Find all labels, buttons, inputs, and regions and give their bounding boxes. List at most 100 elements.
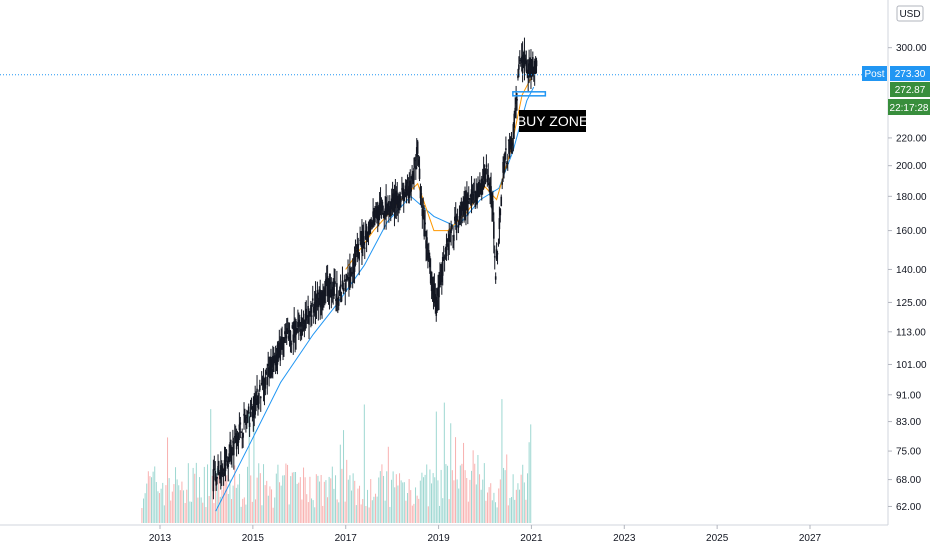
candle-body [339, 284, 342, 289]
candle-body [449, 240, 451, 242]
candle-body [465, 197, 467, 212]
volume-bar [309, 476, 311, 523]
candle-body [480, 178, 483, 196]
candle-body [240, 431, 243, 433]
candle-body [285, 334, 287, 339]
volume-bar [322, 505, 324, 523]
candle-body [534, 59, 537, 74]
candle-body [333, 281, 335, 296]
candle-body [296, 328, 298, 331]
volume-bar [298, 482, 300, 523]
candle-body [310, 305, 312, 313]
candle-body [249, 411, 252, 417]
candle-body [239, 422, 242, 425]
candle-body [324, 288, 326, 294]
volume-bar [458, 488, 460, 523]
price-tick-label: 160.00 [896, 226, 927, 237]
volume-bar [511, 496, 513, 523]
volume-bar [312, 500, 314, 523]
candle-body [327, 285, 330, 295]
candle-body [297, 321, 299, 328]
volume-bar [229, 479, 231, 523]
volume-bar [255, 499, 257, 523]
volume-bar [418, 498, 420, 523]
volume-bar [415, 487, 417, 523]
candle-body [418, 168, 421, 179]
volume-bar [520, 474, 522, 523]
volume-bar [407, 492, 409, 523]
candle-body [416, 141, 419, 154]
candle-body [434, 294, 437, 299]
volume-bar [195, 462, 197, 523]
candle-body [528, 63, 530, 77]
volume-bar [469, 479, 471, 523]
candle-body [317, 297, 320, 308]
volume-bar [487, 492, 489, 523]
volume-bar [371, 500, 373, 523]
candle-body [469, 194, 472, 197]
currency-badge[interactable]: USD [896, 5, 924, 22]
volume-bar [194, 473, 196, 523]
volume-bar [146, 483, 148, 523]
candle-body [273, 355, 276, 363]
candle-body [394, 192, 397, 209]
candle-body [500, 196, 503, 207]
volume-bar [226, 475, 228, 523]
candle-body [432, 285, 435, 297]
candle-body [519, 60, 521, 62]
volume-bar [362, 498, 364, 523]
volume-bar [427, 506, 429, 523]
candle-body [461, 201, 464, 211]
volume-bar [336, 499, 338, 523]
volume-bar [237, 484, 239, 523]
time-tick-label: 2023 [613, 533, 636, 544]
volume-bar [266, 480, 268, 523]
volume-bar [363, 404, 365, 523]
buy-zone-marker [512, 91, 547, 97]
candle-body [359, 239, 361, 241]
volume-bar [530, 424, 532, 523]
candle-body [236, 437, 239, 444]
volume-bar [391, 479, 393, 523]
volume-bar [400, 480, 402, 523]
candle-body [440, 270, 442, 272]
candle-body [329, 281, 332, 285]
candle-body [318, 289, 321, 295]
volume-bar [434, 477, 436, 523]
volume-bar [157, 491, 159, 523]
candle-body [441, 264, 443, 283]
volume-bar [354, 480, 356, 523]
volume-bar [448, 499, 450, 523]
candle-body [272, 355, 274, 368]
volume-bar [365, 506, 367, 523]
volume-bar [197, 497, 199, 523]
candle-body [408, 186, 411, 198]
volume-bar [216, 468, 218, 523]
candle-body [453, 234, 455, 241]
volume-bar [274, 497, 276, 523]
volume-bar [387, 446, 389, 523]
candle-body [271, 369, 273, 375]
volume-bar [306, 494, 308, 523]
volume-bar [291, 472, 293, 523]
candle-body [454, 216, 456, 221]
candle-body [275, 353, 278, 369]
candle-body [364, 230, 367, 240]
candle-body [402, 187, 404, 200]
volume-bar [203, 466, 205, 523]
candle-body [259, 384, 261, 391]
volume-bar [445, 464, 447, 523]
candle-body [420, 193, 423, 195]
buy-zone-annotation[interactable]: BUY ZONE [517, 110, 588, 132]
time-tick-label: 2017 [335, 533, 358, 544]
candle-body [504, 152, 506, 164]
volume-bar [370, 479, 372, 523]
volume-bar [219, 496, 221, 523]
candle-body [422, 210, 425, 218]
volume-bar [320, 474, 322, 523]
candle-body [444, 248, 447, 253]
candle-body [336, 283, 338, 305]
time-tick-label: 2021 [520, 533, 543, 544]
volume-bar [488, 487, 490, 523]
